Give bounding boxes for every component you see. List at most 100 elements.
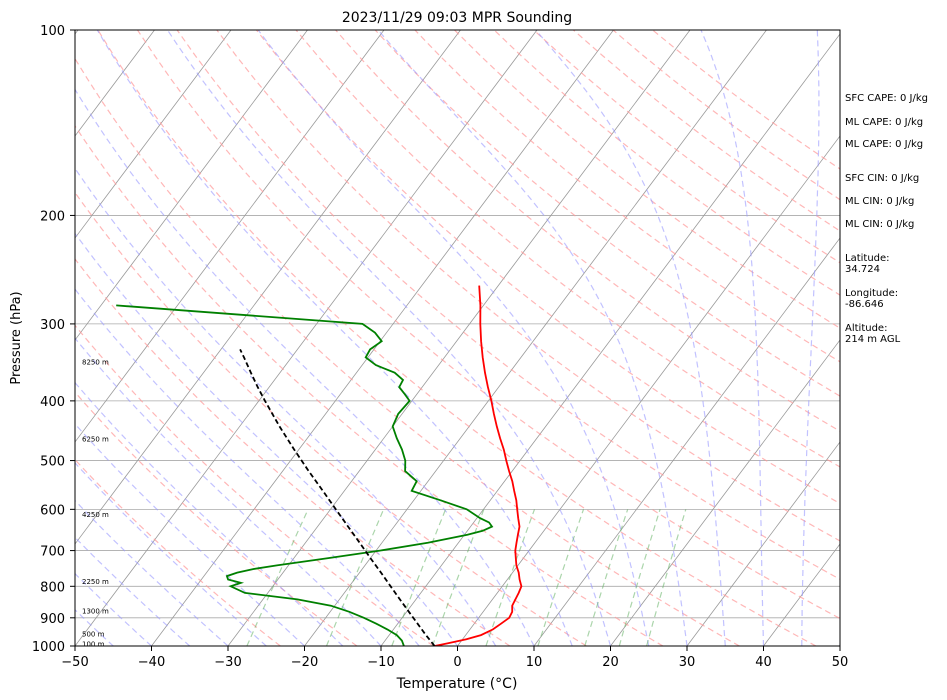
mixing-ratio-line — [246, 509, 309, 646]
moist-adiabat — [167, 30, 612, 646]
moist-adiabat — [75, 462, 267, 646]
x-tick-label: −30 — [214, 655, 241, 670]
x-tick-label: 40 — [755, 655, 772, 670]
x-tick-label: −40 — [138, 655, 165, 670]
isotherm-line — [75, 30, 232, 239]
mixing-ratio-line — [325, 509, 385, 646]
longitude-value: -86.646 — [845, 299, 884, 310]
longitude-label: Longitude: — [845, 288, 899, 299]
dry-adiabat — [137, 30, 840, 620]
y-tick-label: 600 — [40, 503, 65, 518]
moist-adiabat — [75, 572, 152, 646]
y-tick-label: 900 — [40, 612, 65, 627]
y-axis-label: Pressure (hPa) — [9, 291, 24, 384]
ml-cin-text: ML CIN: 0 J/kg — [845, 196, 915, 207]
moist-adiabat — [257, 30, 650, 646]
y-tick-label: 800 — [40, 580, 65, 595]
y-tick-label: 100 — [40, 24, 65, 39]
isotherm-line — [227, 30, 691, 646]
chart-title: 2023/11/29 09:03 MPR Sounding — [342, 10, 572, 26]
ml-cin-text-2: ML CIN: 0 J/kg — [845, 219, 915, 230]
chart-series — [116, 285, 523, 646]
moist-adiabat — [535, 30, 726, 646]
mixing-ratio-line — [391, 509, 447, 646]
moist-adiabat — [75, 381, 344, 646]
altitude-label: Altitude: — [845, 323, 888, 334]
y-tick-label: 1000 — [32, 640, 65, 655]
x-tick-label: 30 — [679, 655, 696, 670]
dry-adiabat — [97, 30, 817, 646]
y-tick-label: 500 — [40, 455, 65, 470]
mixing-ratio-line — [537, 509, 585, 646]
dewpoint-trace — [116, 304, 494, 646]
mixing-ratio-line — [485, 509, 536, 646]
dry-adiabat — [176, 30, 840, 580]
isotherm-line — [75, 30, 385, 443]
height-label: 2250 m — [82, 578, 109, 586]
dry-adiabat — [216, 30, 840, 542]
moist-adiabat — [75, 536, 191, 646]
height-label: 8250 m — [82, 358, 109, 366]
dry-adiabat — [75, 391, 358, 646]
dry-adiabat — [75, 124, 664, 646]
moist-adiabat — [75, 232, 458, 646]
y-tick-label: 400 — [40, 395, 65, 410]
dry-adiabat — [255, 30, 840, 505]
dry-adiabat — [75, 324, 434, 646]
mixing-ratio-line — [618, 509, 661, 646]
isotherm-line — [380, 33, 840, 646]
x-tick-label: −20 — [291, 655, 318, 670]
moist-adiabat — [75, 167, 497, 646]
mixing-ratio-line — [584, 509, 629, 646]
isotherm-line — [75, 30, 308, 341]
isotherm-line — [0, 30, 2, 646]
isotherm-line — [533, 237, 840, 646]
moist-adiabat — [377, 30, 688, 646]
dry-adiabat — [374, 30, 840, 397]
x-axis-ticks: −50 −40 −30 −20 −10 0 10 20 30 40 50 — [61, 646, 848, 670]
y-tick-label: 700 — [40, 545, 65, 560]
dry-adiabat — [75, 191, 587, 646]
moist-adiabat — [801, 30, 820, 646]
x-tick-label: 20 — [602, 655, 619, 670]
y-tick-label: 200 — [40, 209, 65, 224]
isotherm-line — [457, 135, 840, 646]
x-tick-label: 0 — [453, 655, 461, 670]
sfc-cin-text: SFC CIN: 0 J/kg — [845, 173, 920, 184]
altitude-value: 214 m AGL — [845, 334, 901, 345]
dry-adiabat — [75, 257, 511, 646]
dry-adiabat — [75, 57, 740, 646]
height-label: 1300 m — [82, 607, 109, 615]
moist-adiabat — [75, 88, 535, 646]
height-label: 4250 m — [82, 511, 109, 519]
ml-cape-text-2: ML CAPE: 0 J/kg — [845, 139, 924, 150]
y-tick-label: 300 — [40, 318, 65, 333]
temperature-trace — [434, 285, 523, 646]
latitude-value: 34.724 — [845, 264, 880, 275]
height-label: 6250 m — [82, 435, 109, 443]
isotherm-line — [75, 30, 155, 137]
y-axis-ticks: 100 200 300 400 500 600 700 800 900 1000 — [32, 24, 75, 655]
ml-cape-text: ML CAPE: 0 J/kg — [845, 117, 924, 128]
mixing-ratio-line — [646, 509, 687, 646]
mixing-ratio-line — [431, 509, 485, 646]
x-axis-label: Temperature (°C) — [396, 676, 518, 692]
x-tick-label: −50 — [61, 655, 88, 670]
moist-adiabat — [96, 30, 573, 646]
isotherm-line — [304, 30, 767, 646]
chart-grid — [0, 30, 840, 646]
x-tick-label: 10 — [526, 655, 543, 670]
moist-adiabat — [75, 337, 382, 646]
height-label: 500 m — [82, 631, 105, 639]
dry-adiabat — [414, 30, 840, 363]
moist-adiabat — [75, 422, 305, 646]
height-label: 100 m — [82, 640, 105, 648]
moist-adiabat — [75, 499, 229, 646]
isotherm-line — [610, 339, 840, 646]
moist-adiabat — [700, 30, 765, 646]
x-tick-label: 50 — [832, 655, 849, 670]
isotherm-line — [686, 441, 840, 646]
latitude-label: Latitude: — [845, 253, 890, 264]
